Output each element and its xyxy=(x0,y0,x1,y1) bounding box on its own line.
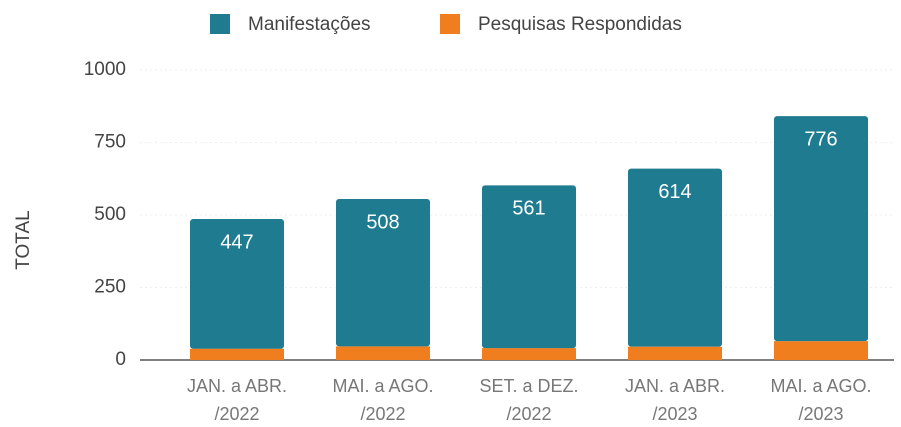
y-tick-label: 500 xyxy=(94,204,126,225)
x-tick-label: /2022 xyxy=(506,404,551,424)
bar-segment xyxy=(190,219,284,349)
x-tick-label: MAI. a AGO. xyxy=(770,376,871,396)
y-tick-label: 0 xyxy=(115,349,126,370)
x-tick-label: /2022 xyxy=(360,404,405,424)
legend-swatch xyxy=(210,14,230,34)
bar-segment xyxy=(774,116,868,342)
data-label: 447 xyxy=(220,231,253,253)
bar-segment xyxy=(482,348,576,360)
bar-segment xyxy=(190,348,284,360)
x-tick-label: MAI. a AGO. xyxy=(332,376,433,396)
data-label: 561 xyxy=(512,198,545,220)
x-tick-label: /2023 xyxy=(652,404,697,424)
bar-segment xyxy=(336,346,430,360)
x-tick-label: JAN. a ABR. xyxy=(187,376,287,396)
y-tick-label: 750 xyxy=(94,132,126,153)
data-label: 508 xyxy=(366,211,399,233)
y-axis-label: TOTAL xyxy=(13,210,34,269)
y-tick-label: 250 xyxy=(94,277,126,298)
bar-segment xyxy=(482,185,576,349)
data-label: 776 xyxy=(804,128,837,150)
data-label: 614 xyxy=(658,181,691,203)
legend-label: Pesquisas Respondidas xyxy=(478,14,682,35)
bar-segment xyxy=(336,199,430,347)
legend-label: Manifestações xyxy=(248,14,371,35)
bar-segment xyxy=(774,341,868,360)
bar-segment xyxy=(628,346,722,360)
y-tick-label: 1000 xyxy=(84,59,126,80)
bar-segment xyxy=(628,168,722,347)
x-tick-label: JAN. a ABR. xyxy=(625,376,725,396)
x-tick-label: /2022 xyxy=(214,404,259,424)
x-tick-label: /2023 xyxy=(798,404,843,424)
x-tick-label: SET. a DEZ. xyxy=(479,376,578,396)
legend-swatch xyxy=(440,14,460,34)
